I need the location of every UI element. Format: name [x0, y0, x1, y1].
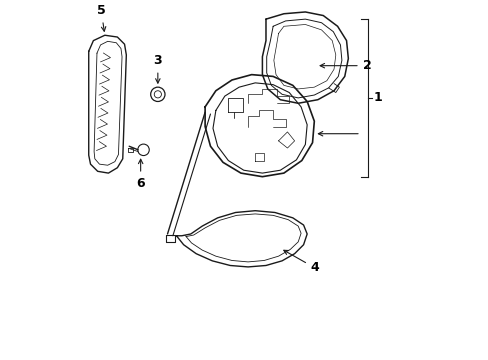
Text: 4: 4 [283, 250, 319, 274]
Text: 1: 1 [373, 91, 382, 104]
Text: 3: 3 [153, 54, 162, 83]
Text: 5: 5 [97, 4, 105, 31]
Text: 2: 2 [320, 59, 371, 72]
Text: 6: 6 [136, 159, 144, 190]
